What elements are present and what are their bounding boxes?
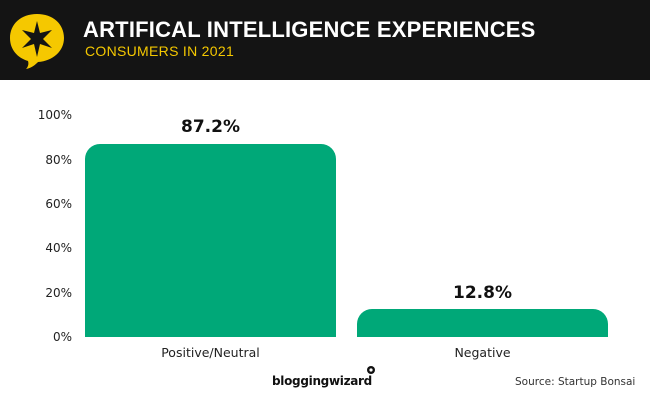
chart-subtitle: CONSUMERS IN 2021 [85,43,235,59]
y-tick-100: 100% [37,108,72,122]
star-speech-bubble-icon [10,14,64,69]
bar-value-positive-neutral: 87.2% [181,117,240,137]
brand-star-icon [367,366,375,374]
chart-header: ARTIFICAL INTELLIGENCE EXPERIENCES CONSU… [0,0,650,80]
chart-title: ARTIFICAL INTELLIGENCE EXPERIENCES [83,17,536,42]
bar-value-negative: 12.8% [453,283,512,303]
bar-positive-neutral [85,144,336,337]
y-tick-60: 60% [45,197,72,211]
y-tick-80: 80% [45,153,72,167]
category-label-negative: Negative [454,345,511,360]
source-credit: Source: Startup Bonsai [515,376,636,388]
category-label-positive-neutral: Positive/Neutral [161,345,260,360]
y-tick-20: 20% [45,286,72,300]
bar-negative [357,309,608,337]
brand-logo: bloggingwizard [272,374,372,388]
bar-chart: 100% 80% 60% 40% 20% 0% 87.2% Positive/N… [0,80,650,400]
y-tick-0: 0% [52,330,72,344]
y-tick-40: 40% [45,241,72,255]
